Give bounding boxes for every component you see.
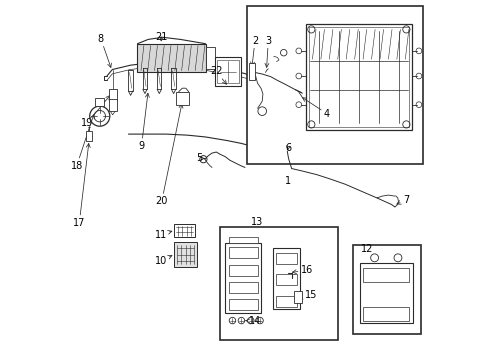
Text: 19: 19 — [81, 96, 110, 128]
Bar — [205, 47, 215, 69]
Text: 1: 1 — [285, 176, 291, 186]
Bar — [229, 282, 258, 293]
Bar — [229, 247, 258, 258]
Bar — [360, 263, 413, 323]
Text: 3: 3 — [265, 36, 271, 67]
Text: 15: 15 — [299, 291, 318, 301]
Bar — [87, 131, 92, 141]
Text: 13: 13 — [251, 217, 264, 226]
Bar — [137, 44, 205, 72]
Bar — [109, 99, 117, 111]
Bar — [215, 57, 242, 86]
Bar — [229, 237, 258, 243]
Bar — [294, 291, 302, 303]
Bar — [247, 6, 422, 164]
Text: 21: 21 — [156, 32, 168, 42]
Text: 4: 4 — [302, 98, 330, 119]
Bar — [364, 307, 409, 320]
Bar — [220, 226, 338, 339]
Bar — [276, 253, 297, 264]
Text: 14: 14 — [246, 316, 261, 326]
Text: 11: 11 — [154, 230, 172, 239]
Bar — [218, 60, 239, 83]
Bar — [273, 248, 300, 309]
Bar — [276, 296, 297, 307]
Text: 6: 6 — [285, 143, 291, 153]
Text: 5: 5 — [196, 153, 205, 163]
Bar — [306, 24, 412, 130]
Text: 12: 12 — [361, 243, 373, 253]
Bar — [225, 243, 261, 313]
Bar — [176, 92, 189, 105]
Bar — [229, 300, 258, 310]
Bar — [174, 242, 197, 267]
Bar — [309, 27, 409, 127]
Text: 18: 18 — [71, 115, 94, 171]
Text: 16: 16 — [293, 265, 313, 275]
Text: 10: 10 — [154, 255, 172, 266]
Text: 7: 7 — [397, 195, 409, 205]
Text: 17: 17 — [73, 144, 90, 228]
Text: 9: 9 — [139, 93, 149, 151]
Bar — [249, 63, 255, 80]
Bar — [353, 244, 421, 334]
Bar — [109, 89, 117, 101]
Bar — [174, 224, 195, 237]
Bar — [95, 98, 104, 106]
Bar — [276, 274, 297, 285]
Bar — [229, 265, 258, 275]
Bar — [364, 268, 409, 282]
Text: 20: 20 — [156, 104, 183, 206]
Text: 8: 8 — [98, 34, 111, 67]
Text: 22: 22 — [210, 66, 226, 84]
Text: 2: 2 — [250, 36, 258, 66]
